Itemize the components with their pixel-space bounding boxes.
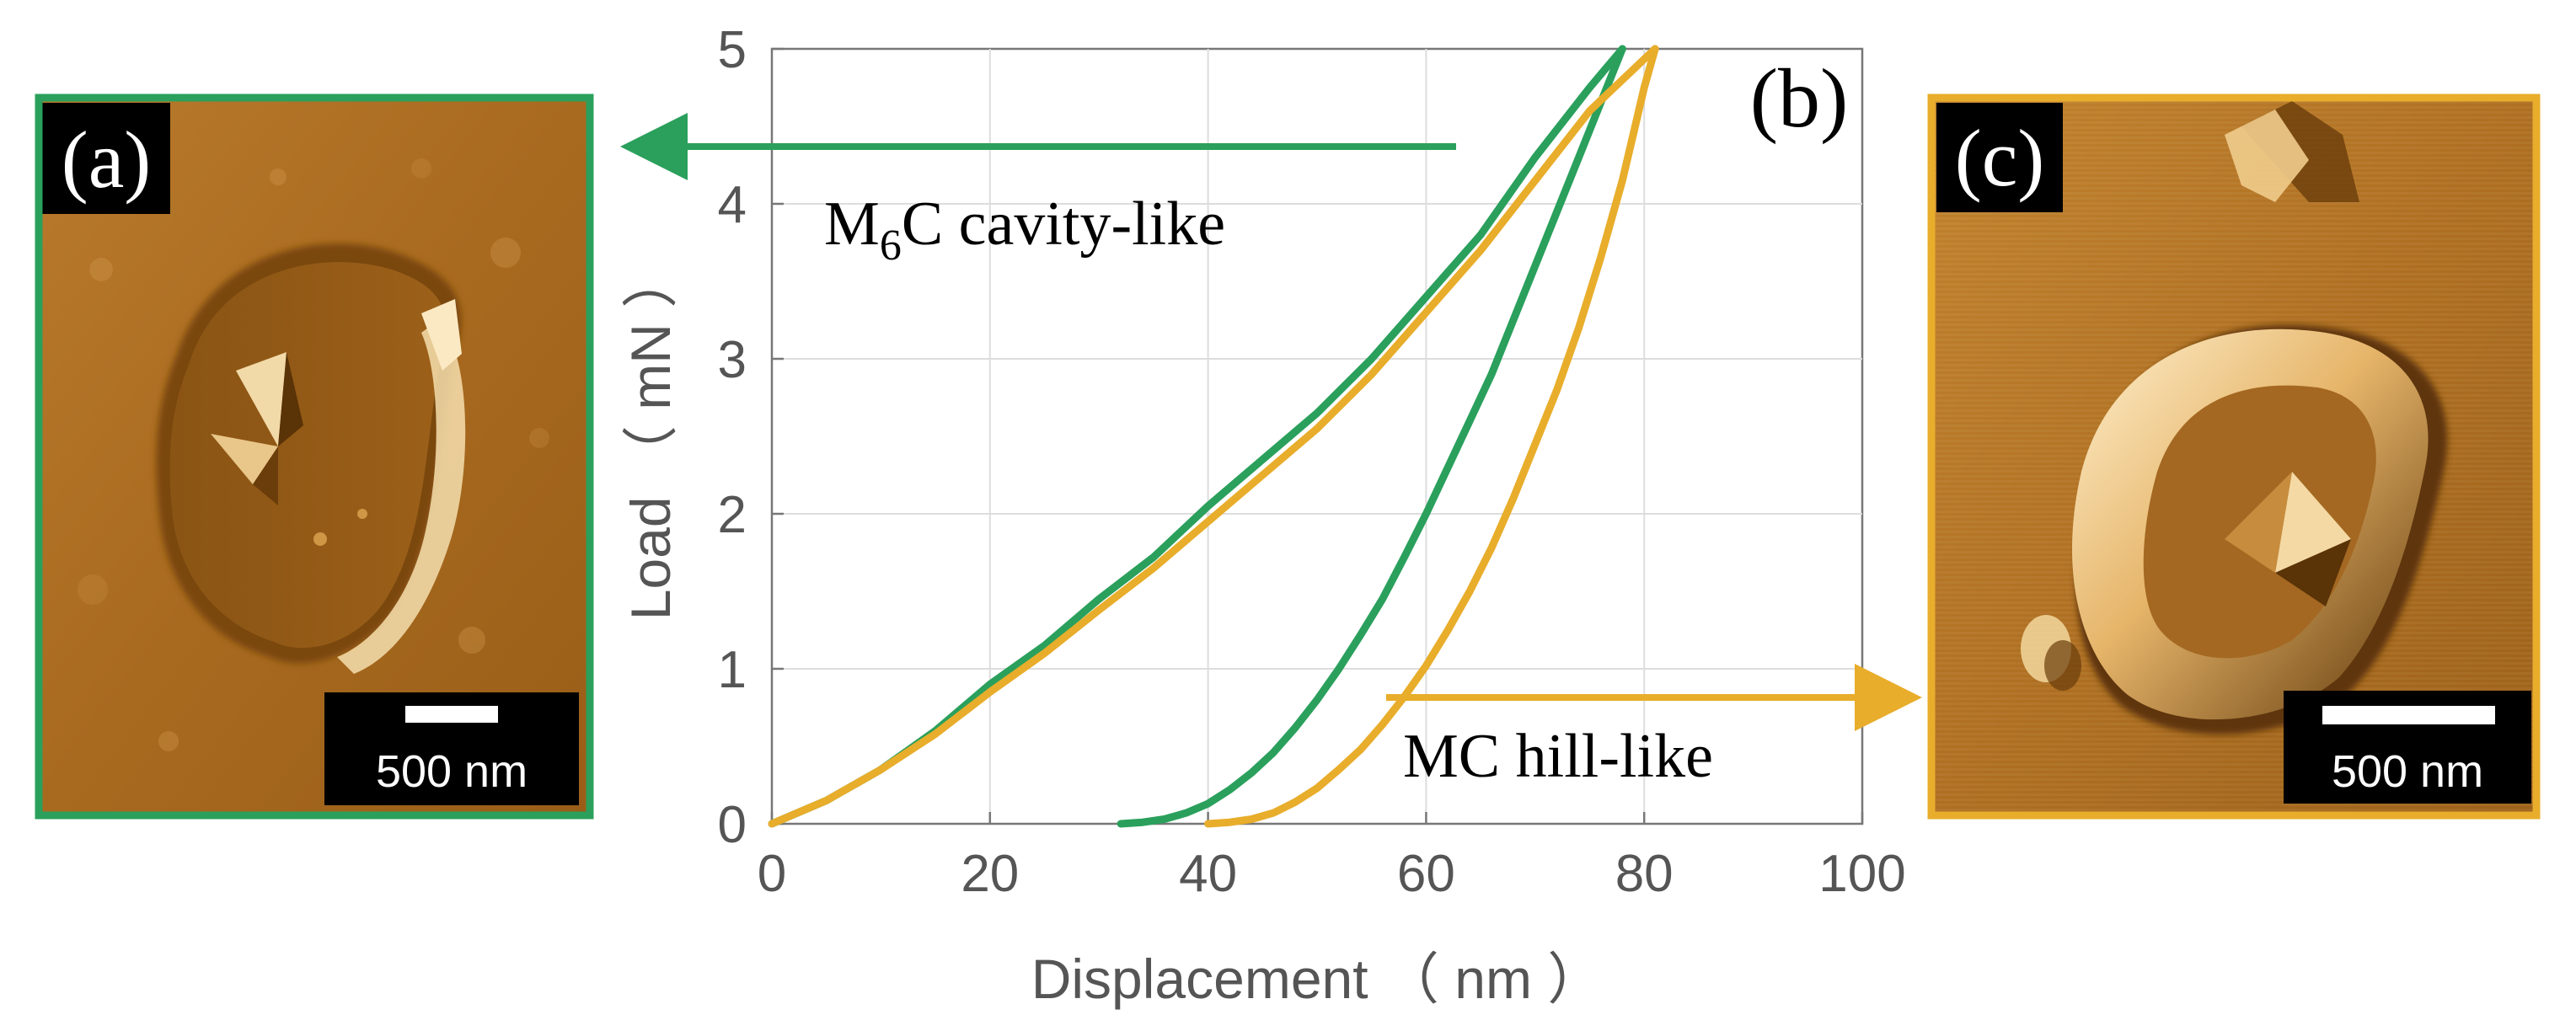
rim-highlight [421, 299, 462, 371]
y-tick-label: 4 [718, 176, 747, 234]
small-bump-shadow [2044, 640, 2081, 691]
hill-indent-mid [2225, 472, 2292, 573]
panel-a-label-box [42, 103, 170, 214]
panel-c-label-box [1936, 103, 2063, 212]
debris-2 [357, 509, 367, 519]
y-tick-label: 1 [718, 641, 747, 699]
series-lines [768, 45, 1659, 828]
y-tick-label: 3 [718, 331, 747, 389]
debris [313, 532, 327, 546]
m6c-rest: C cavity-like [902, 190, 1225, 259]
panel-b-label: (b) [1750, 51, 1849, 145]
y-tick-label: 5 [718, 21, 747, 79]
indent-face-shade [253, 446, 278, 505]
ticks: 0 20 40 60 80 100 0 1 2 3 4 5 [718, 21, 1906, 903]
panel-c-scalebar [2322, 706, 2495, 724]
x-tick-label: 80 [1615, 845, 1674, 903]
mc-annotation: MC hill-like [1403, 722, 1713, 791]
x-tick-label: 100 [1818, 845, 1905, 903]
mc-unloading-curve [1204, 45, 1659, 828]
indent-face-light [236, 352, 287, 446]
panel-a: (a) 500 nm [35, 93, 594, 820]
indent-face-dark [278, 352, 303, 446]
x-tick-label: 60 [1397, 845, 1455, 903]
m6c-unloading-curve [1117, 45, 1626, 828]
panel-c: (c) 500 nm [1927, 93, 2541, 820]
panel-c-border [1927, 93, 2541, 820]
plot-area [770, 47, 1864, 825]
y-axis-title: Load （ mN ） [619, 253, 682, 620]
x-axis-title: Displacement （ nm ） [1031, 948, 1604, 1010]
m6c-m: M [824, 190, 880, 259]
load-displacement-chart: 0 20 40 60 80 100 0 1 2 3 4 5 (b) Displacement （ nm… [619, 21, 1922, 1010]
m6c-annotation: M6C cavity-like [824, 190, 1225, 270]
panel-c-label: (c) [1955, 113, 2045, 203]
hill-indent-dark [2275, 539, 2351, 606]
panel-c-scalebar-text: 500 nm [2332, 746, 2483, 797]
y-tick-label: 2 [718, 486, 747, 544]
x-tick-label: 40 [1179, 845, 1237, 903]
x-tick-label: 20 [961, 845, 1019, 903]
bump-light [2225, 110, 2309, 202]
x-tick-label: 0 [758, 845, 786, 903]
panel-a-label: (a) [62, 115, 152, 205]
panel-a-scalebar [405, 706, 498, 723]
y-tick-label: 0 [718, 796, 747, 854]
panel-a-border [35, 93, 594, 820]
mc-loading-curve [768, 45, 1659, 828]
cavity-floor [169, 262, 447, 649]
panel-a-scalebar-text: 500 nm [376, 746, 528, 797]
m6c-sub: 6 [880, 222, 902, 270]
